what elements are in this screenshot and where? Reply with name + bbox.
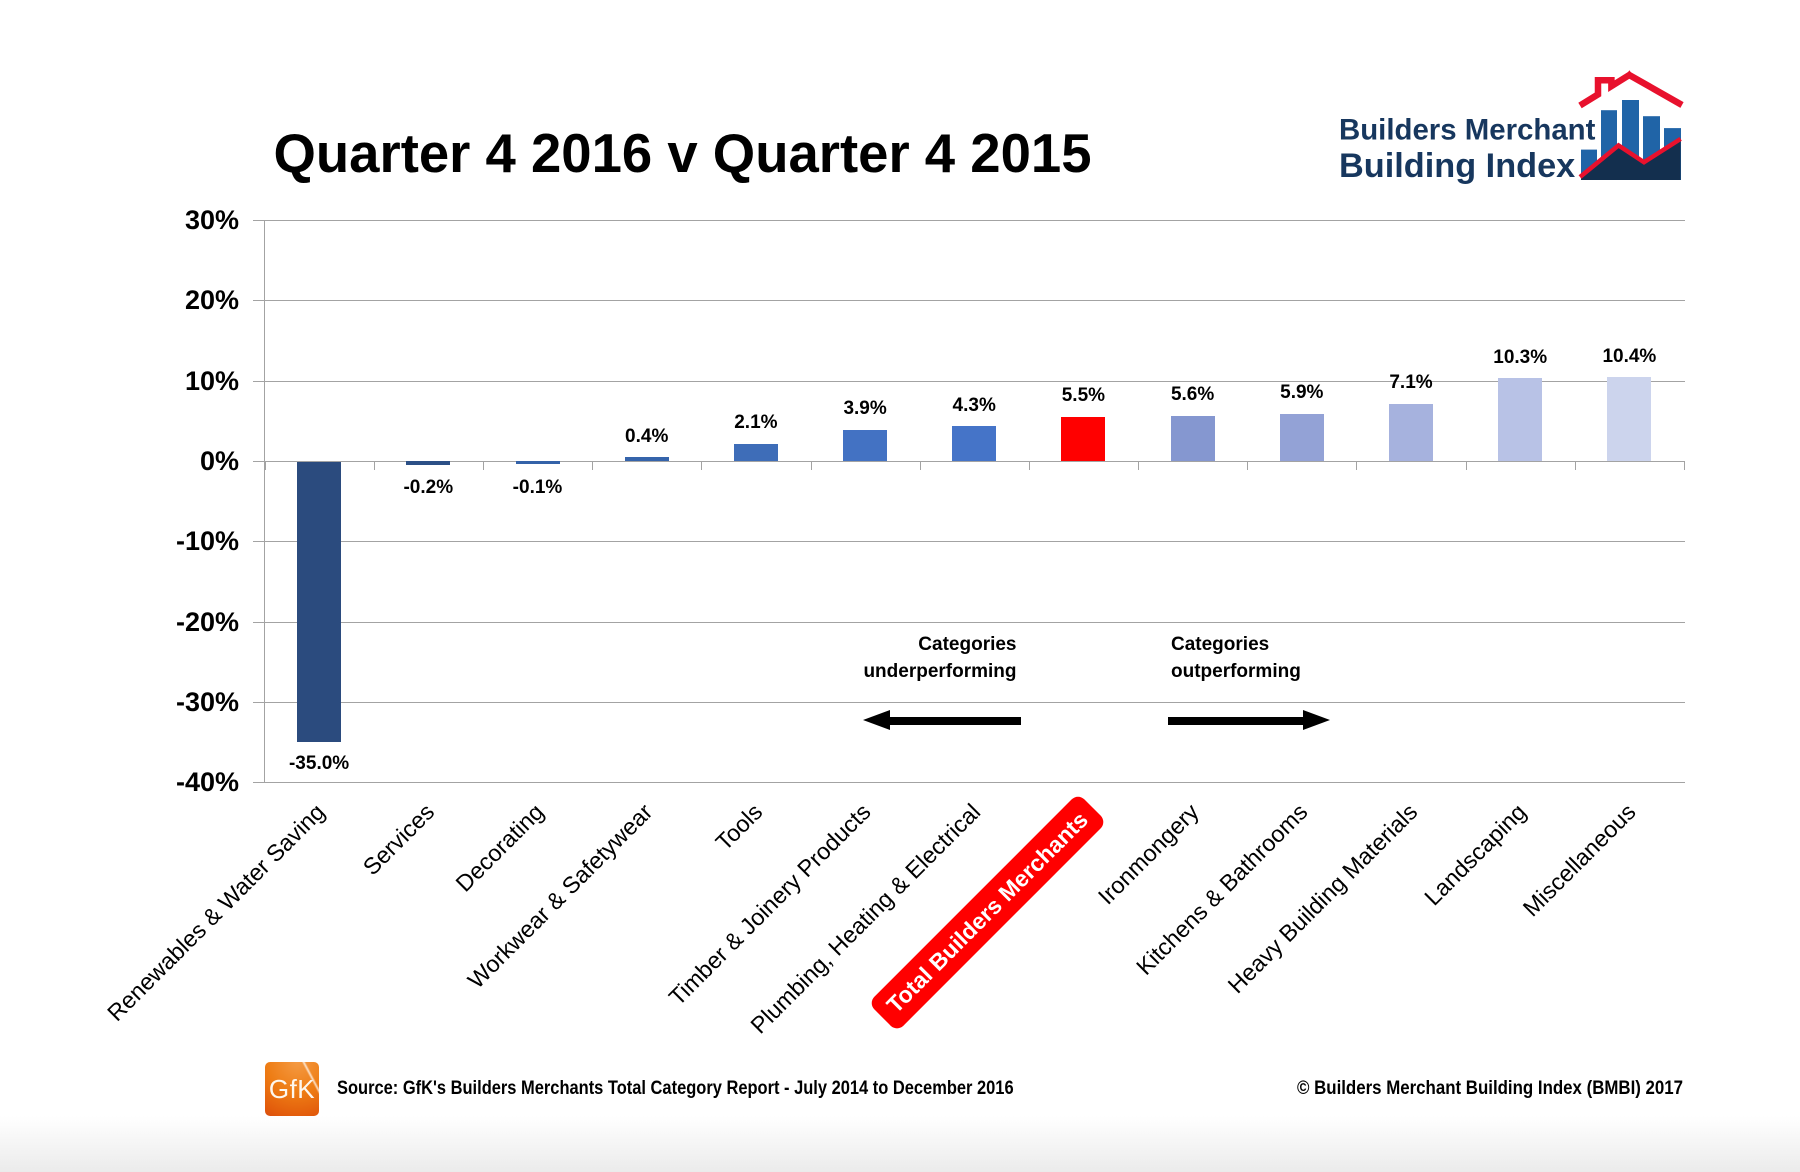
svg-text:Builders Merchant: Builders Merchant: [1339, 113, 1596, 146]
svg-text:Building Index: Building Index: [1339, 147, 1575, 185]
